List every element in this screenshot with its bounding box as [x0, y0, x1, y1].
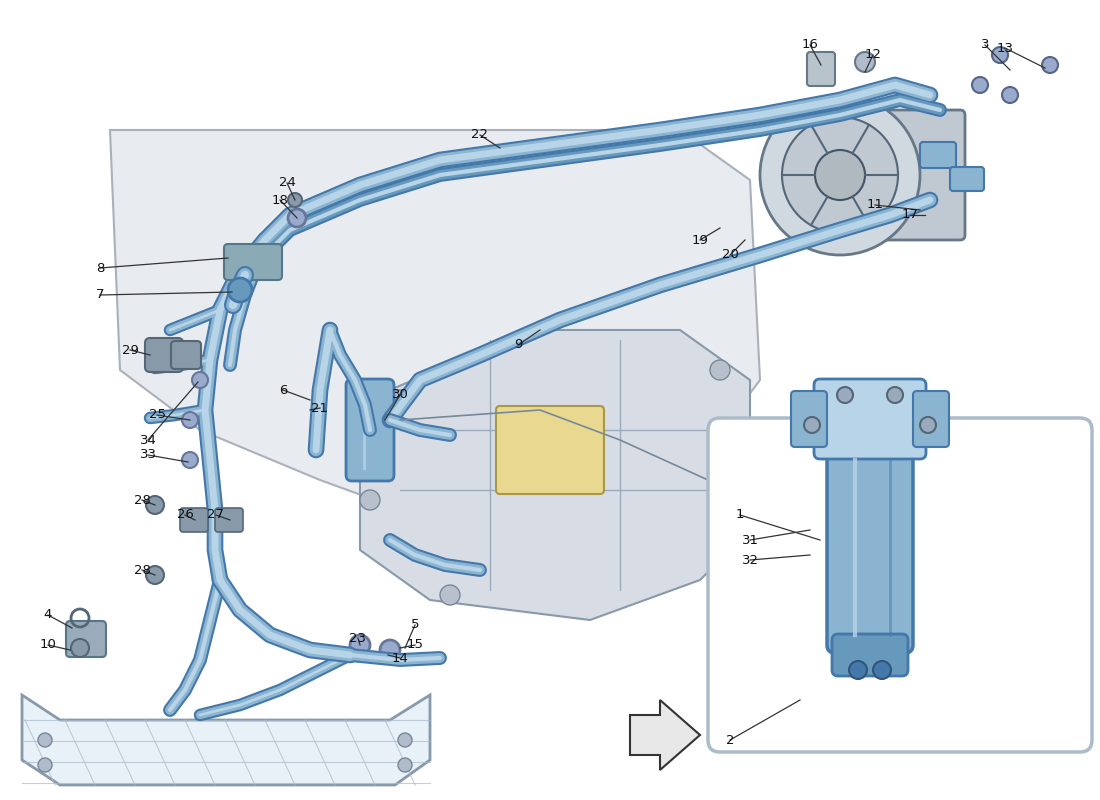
Text: 11: 11: [867, 198, 883, 211]
Circle shape: [855, 52, 875, 72]
Circle shape: [72, 639, 89, 657]
FancyBboxPatch shape: [832, 634, 908, 676]
Circle shape: [720, 530, 740, 550]
Text: 33: 33: [140, 449, 156, 462]
Circle shape: [360, 490, 379, 510]
Text: 25: 25: [148, 409, 165, 422]
FancyBboxPatch shape: [950, 167, 984, 191]
Circle shape: [710, 360, 730, 380]
FancyBboxPatch shape: [180, 508, 208, 532]
Circle shape: [379, 640, 400, 660]
Circle shape: [182, 412, 198, 428]
Circle shape: [288, 193, 302, 207]
FancyBboxPatch shape: [66, 621, 106, 657]
FancyBboxPatch shape: [913, 391, 949, 447]
Text: 19: 19: [692, 234, 708, 246]
Polygon shape: [22, 695, 430, 785]
Circle shape: [1002, 87, 1018, 103]
Text: 2: 2: [726, 734, 735, 746]
Circle shape: [887, 387, 903, 403]
Circle shape: [972, 77, 988, 93]
Circle shape: [146, 496, 164, 514]
Text: 5: 5: [410, 618, 419, 631]
Text: 8: 8: [96, 262, 104, 274]
Text: 26: 26: [177, 509, 194, 522]
Text: 15: 15: [407, 638, 424, 651]
Circle shape: [440, 585, 460, 605]
Text: 7: 7: [96, 289, 104, 302]
Text: 28: 28: [133, 494, 151, 506]
FancyBboxPatch shape: [346, 379, 394, 481]
Text: 3: 3: [981, 38, 989, 51]
Text: 10: 10: [40, 638, 56, 651]
FancyBboxPatch shape: [865, 110, 965, 240]
Text: 17: 17: [902, 209, 918, 222]
Text: 6: 6: [278, 383, 287, 397]
FancyBboxPatch shape: [145, 338, 183, 372]
Circle shape: [288, 209, 306, 227]
FancyBboxPatch shape: [708, 418, 1092, 752]
Circle shape: [1042, 57, 1058, 73]
Circle shape: [992, 47, 1008, 63]
Text: 31: 31: [741, 534, 759, 546]
Circle shape: [182, 452, 198, 468]
FancyBboxPatch shape: [827, 442, 913, 653]
Circle shape: [146, 566, 164, 584]
Text: 32: 32: [741, 554, 759, 566]
Circle shape: [350, 635, 370, 655]
Text: 18: 18: [272, 194, 288, 206]
FancyBboxPatch shape: [496, 406, 604, 494]
Circle shape: [39, 733, 52, 747]
Text: 9: 9: [514, 338, 522, 351]
Polygon shape: [360, 330, 750, 620]
Polygon shape: [630, 700, 700, 770]
FancyBboxPatch shape: [791, 391, 827, 447]
Text: 30: 30: [392, 389, 408, 402]
Circle shape: [849, 661, 867, 679]
Text: autodoc24: autodoc24: [151, 236, 749, 484]
Circle shape: [782, 117, 898, 233]
Text: 4: 4: [44, 609, 52, 622]
Text: 20: 20: [722, 249, 738, 262]
Text: 1: 1: [736, 509, 745, 522]
Circle shape: [390, 390, 410, 410]
Circle shape: [760, 95, 920, 255]
Polygon shape: [110, 130, 760, 520]
Text: 27: 27: [208, 509, 224, 522]
Text: passion since 1985: passion since 1985: [251, 392, 810, 588]
Circle shape: [873, 661, 891, 679]
Circle shape: [398, 758, 412, 772]
Text: 13: 13: [997, 42, 1013, 54]
Circle shape: [39, 758, 52, 772]
FancyBboxPatch shape: [224, 244, 282, 280]
Circle shape: [192, 372, 208, 388]
FancyBboxPatch shape: [170, 341, 201, 369]
Circle shape: [920, 417, 936, 433]
Text: 28: 28: [133, 563, 151, 577]
Text: 12: 12: [865, 49, 881, 62]
Circle shape: [228, 278, 252, 302]
Text: 14: 14: [392, 651, 408, 665]
FancyBboxPatch shape: [807, 52, 835, 86]
Circle shape: [815, 150, 865, 200]
FancyBboxPatch shape: [920, 142, 956, 168]
Text: 29: 29: [122, 343, 139, 357]
FancyBboxPatch shape: [214, 508, 243, 532]
FancyBboxPatch shape: [814, 379, 926, 459]
Text: 23: 23: [350, 631, 366, 645]
Text: 16: 16: [802, 38, 818, 51]
Circle shape: [804, 417, 820, 433]
Circle shape: [398, 733, 412, 747]
Text: 24: 24: [278, 177, 296, 190]
Text: 21: 21: [311, 402, 329, 414]
Text: 22: 22: [472, 129, 488, 142]
Text: 34: 34: [140, 434, 156, 446]
Circle shape: [837, 387, 852, 403]
